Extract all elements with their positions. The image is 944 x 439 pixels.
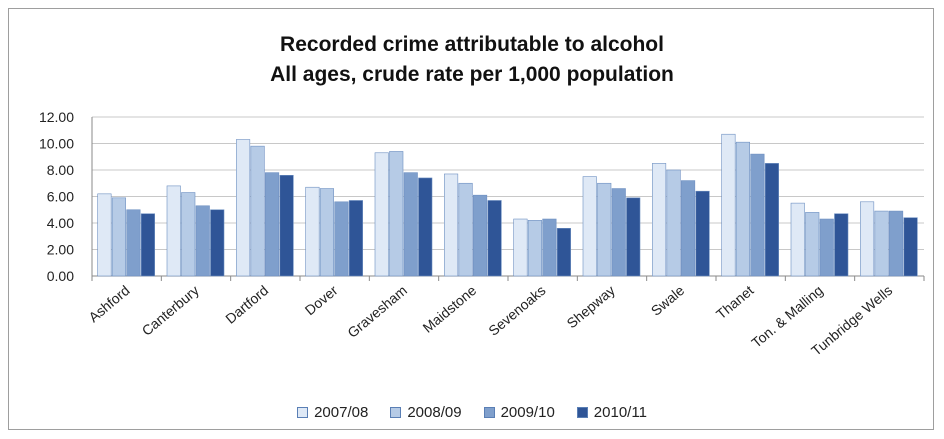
bar-dartford-2008-09 [250, 145, 265, 277]
bar-ton-malling-2010-11 [834, 213, 849, 277]
bar-tunbridge-wells-2010-11 [903, 217, 918, 277]
x-tick-label: Dover [302, 282, 341, 318]
bar-ton-malling-2009-10 [819, 218, 834, 277]
legend-item: 2010/11 [576, 404, 647, 421]
bar-sevenoaks-2008-09 [527, 220, 542, 277]
bar-gravesham-2009-10 [403, 172, 418, 277]
bar-canterbury-2010-11 [210, 209, 225, 277]
legend-swatch [576, 407, 588, 418]
bar-maidstone-2007-08 [444, 173, 459, 277]
bar-thanet-2008-09 [735, 141, 750, 277]
bar-tunbridge-wells-2009-10 [889, 210, 904, 277]
chart-subtitle: All ages, crude rate per 1,000 populatio… [270, 63, 674, 86]
bar-shepway-2008-09 [597, 182, 612, 277]
legend-item: 2009/10 [483, 404, 555, 421]
bar-canterbury-2007-08 [166, 185, 181, 277]
legend-swatch [297, 407, 309, 418]
y-tick-label: 6.00 [47, 189, 74, 205]
bar-ashford-2007-08 [97, 193, 112, 277]
x-tick-label: Swale [648, 282, 688, 319]
bar-thanet-2007-08 [721, 133, 736, 277]
y-tick-label: 8.00 [47, 162, 74, 178]
x-tick-label: Dartford [222, 282, 271, 327]
bar-gravesham-2007-08 [374, 152, 389, 277]
bar-dover-2010-11 [348, 200, 363, 277]
y-tick-label: 10.00 [39, 136, 74, 152]
bar-ashford-2009-10 [126, 209, 141, 277]
y-tick-label: 12.00 [39, 109, 74, 125]
bar-dover-2008-09 [319, 188, 334, 277]
x-tick-label: Gravesham [344, 282, 410, 341]
bar-maidstone-2008-09 [458, 182, 473, 277]
bar-shepway-2009-10 [611, 188, 626, 277]
bar-gravesham-2010-11 [418, 177, 433, 277]
legend-item: 2007/08 [297, 404, 368, 421]
bar-tunbridge-wells-2008-09 [874, 210, 889, 277]
y-tick-label: 4.00 [47, 215, 74, 231]
legend-label: 2010/11 [593, 404, 647, 421]
legend-label: 2008/09 [407, 404, 462, 421]
bar-shepway-2007-08 [582, 176, 597, 277]
bar-ashford-2008-09 [111, 197, 126, 277]
bar-dover-2009-10 [334, 201, 349, 277]
bar-tunbridge-wells-2007-08 [860, 201, 875, 277]
legend-swatch [483, 407, 495, 418]
bar-gravesham-2008-09 [389, 151, 404, 277]
chart-legend: 2007/08 2008/09 2009/10 2010/11 [0, 404, 944, 421]
bar-dartford-2010-11 [279, 175, 294, 277]
legend-label: 2009/10 [500, 404, 555, 421]
bar-dover-2007-08 [305, 186, 320, 277]
x-tick-label: Ashford [85, 282, 132, 325]
bar-sevenoaks-2007-08 [513, 218, 528, 277]
bar-dartford-2007-08 [236, 139, 251, 277]
bar-swale-2009-10 [681, 180, 696, 277]
bar-swale-2007-08 [652, 163, 667, 277]
bar-swale-2010-11 [695, 190, 710, 277]
legend-swatch [390, 407, 402, 418]
bar-dartford-2009-10 [265, 172, 280, 277]
bar-thanet-2009-10 [750, 153, 765, 277]
bar-thanet-2010-11 [764, 163, 779, 277]
x-tick-label: Maidstone [419, 282, 479, 336]
chart-title: Recorded crime attributable to alcohol [280, 33, 664, 56]
bar-swale-2008-09 [666, 169, 681, 277]
y-tick-label: 0.00 [47, 268, 74, 284]
x-tick-label: Thanet [713, 282, 757, 322]
x-tick-label: Shepway [564, 282, 618, 331]
x-tick-label: Canterbury [139, 282, 202, 339]
bar-ashford-2010-11 [140, 213, 155, 277]
bar-canterbury-2008-09 [181, 192, 196, 277]
legend-label: 2007/08 [314, 404, 369, 421]
bar-maidstone-2009-10 [473, 194, 488, 277]
bar-canterbury-2009-10 [195, 205, 210, 277]
bar-ton-malling-2008-09 [805, 212, 820, 277]
y-tick-label: 2.00 [47, 242, 74, 258]
legend-item: 2008/09 [390, 404, 462, 421]
bar-ton-malling-2007-08 [790, 202, 805, 277]
bar-sevenoaks-2009-10 [542, 218, 557, 277]
bar-shepway-2010-11 [626, 197, 641, 277]
bar-sevenoaks-2010-11 [556, 228, 571, 277]
bar-maidstone-2010-11 [487, 200, 502, 277]
x-tick-label: Sevenoaks [485, 282, 548, 339]
